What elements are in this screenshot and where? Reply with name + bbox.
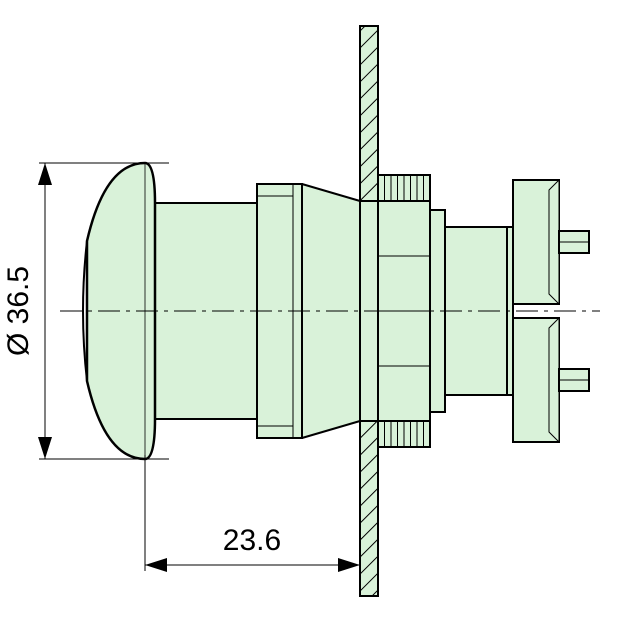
dim-diameter-label: Ø 36.5 <box>2 266 35 356</box>
dim-width-label: 23.6 <box>223 524 281 557</box>
